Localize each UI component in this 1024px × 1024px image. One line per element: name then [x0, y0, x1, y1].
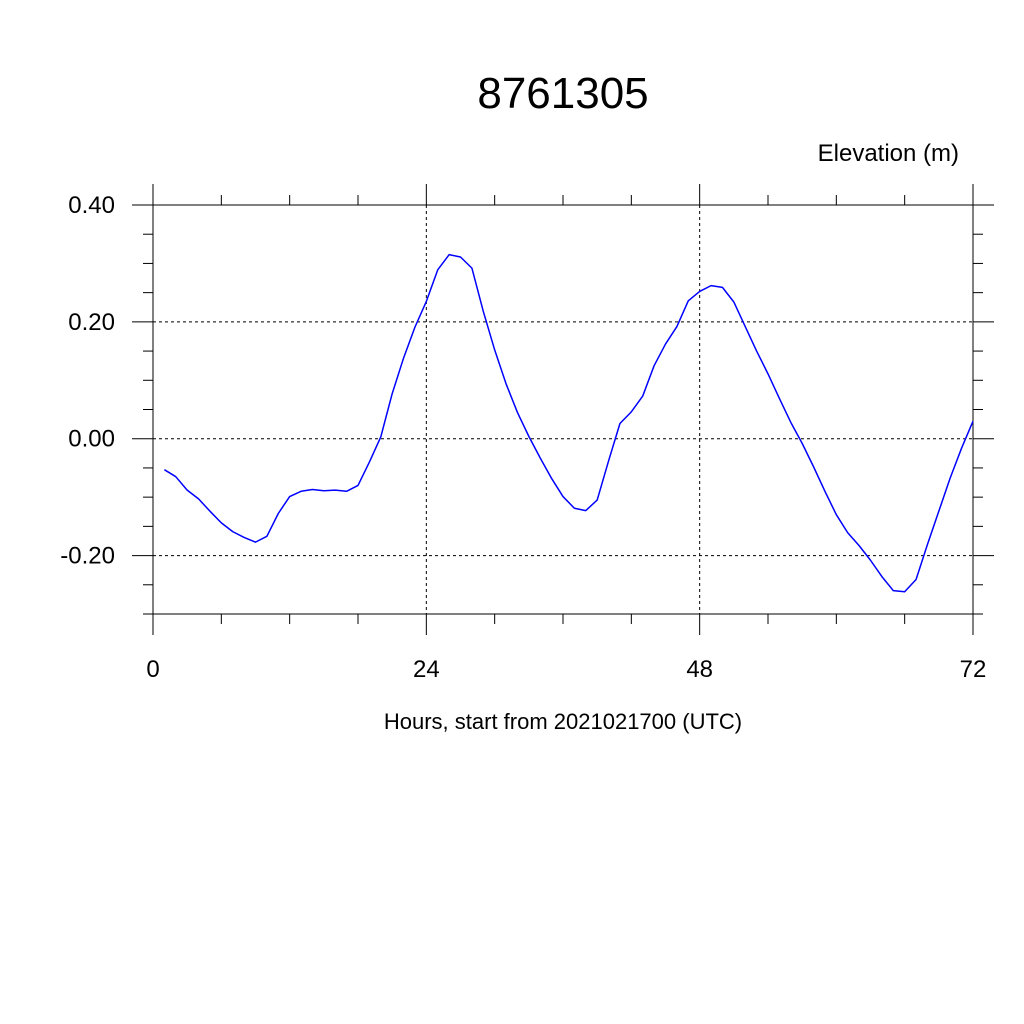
y-tick-label-3: -0.20: [60, 543, 115, 570]
y-tick-label-1: 0.20: [68, 309, 115, 336]
series-group: [163, 253, 974, 593]
x-tick-label-0: 0: [146, 656, 159, 683]
x-tick-label-3: 72: [960, 656, 987, 683]
axis-ticks: [132, 184, 994, 635]
x-tick-label-2: 48: [686, 656, 713, 683]
chart-title: 8761305: [477, 69, 648, 118]
y-tick-labels: 0.40 0.20 0.00 -0.20: [60, 192, 115, 570]
x-axis-label: Hours, start from 2021021700 (UTC): [384, 709, 742, 734]
elevation-series-line-0: [163, 253, 974, 593]
grid-lines: [153, 204, 974, 614]
plot-frame: [152, 204, 974, 615]
y-tick-label-0: 0.40: [68, 192, 115, 219]
x-tick-labels: 0 24 48 72: [146, 656, 986, 683]
y-tick-label-2: 0.00: [68, 426, 115, 453]
x-tick-label-1: 24: [413, 656, 440, 683]
y-axis-label: Elevation (m): [818, 140, 959, 167]
